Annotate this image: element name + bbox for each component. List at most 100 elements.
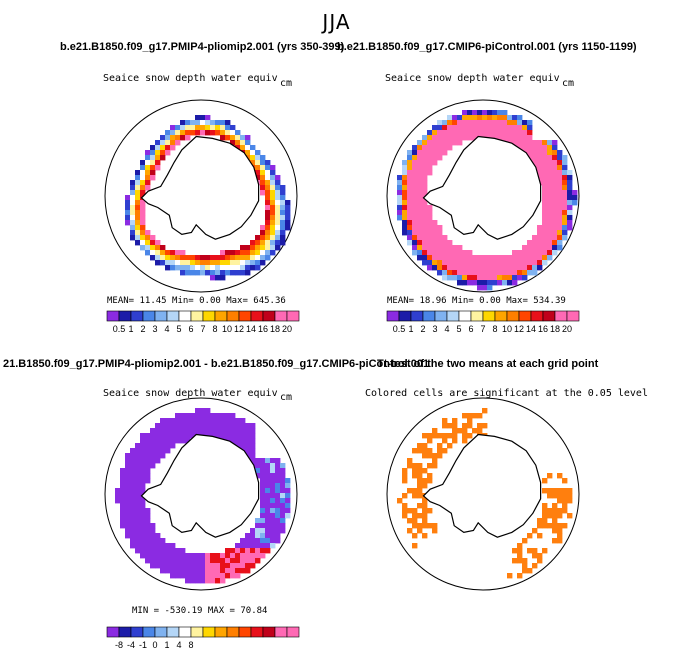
sea-ice-cell bbox=[265, 205, 271, 211]
sea-ice-cell bbox=[452, 130, 458, 136]
sea-ice-cell bbox=[260, 473, 266, 479]
sea-ice-cell bbox=[275, 210, 281, 216]
sea-ice-cell bbox=[255, 150, 261, 156]
sea-ice-cell bbox=[135, 225, 141, 231]
sea-ice-cell bbox=[215, 428, 221, 434]
sea-ice-cell bbox=[542, 230, 548, 236]
sea-ice-cell bbox=[482, 265, 488, 271]
sea-ice-cell bbox=[245, 140, 251, 146]
sea-ice-cell bbox=[422, 175, 428, 181]
sea-ice-cell bbox=[487, 285, 493, 291]
sea-ice-cell bbox=[522, 558, 528, 564]
sea-ice-cell bbox=[150, 543, 156, 549]
sea-ice-cell bbox=[442, 423, 448, 429]
sea-ice-cell bbox=[557, 523, 563, 529]
colorbar-swatch bbox=[410, 310, 424, 322]
sea-ice-cell bbox=[165, 145, 171, 151]
sea-ice-cell bbox=[130, 463, 136, 469]
sea-ice-cell bbox=[552, 538, 558, 544]
sea-ice-cell bbox=[125, 508, 131, 514]
sea-ice-cell bbox=[537, 255, 543, 261]
sea-ice-cell bbox=[437, 270, 443, 276]
sea-ice-cell bbox=[417, 185, 423, 191]
sea-ice-cell bbox=[562, 215, 568, 221]
sea-ice-cell bbox=[537, 553, 543, 559]
sea-ice-cell bbox=[417, 448, 423, 454]
sea-ice-cell bbox=[190, 130, 196, 136]
sea-ice-cell bbox=[547, 170, 553, 176]
sea-ice-cell bbox=[215, 130, 221, 136]
sea-ice-cell bbox=[412, 230, 418, 236]
panel4-title: Colored cells are significant at the 0.0… bbox=[365, 388, 648, 399]
sea-ice-cell bbox=[512, 120, 518, 126]
sea-ice-cell bbox=[265, 458, 271, 464]
sea-ice-cell bbox=[180, 558, 186, 564]
sea-ice-cell bbox=[502, 115, 508, 121]
sea-ice-cell bbox=[195, 553, 201, 559]
sea-ice-cell bbox=[432, 145, 438, 151]
sea-ice-cell bbox=[275, 225, 281, 231]
sea-ice-cell bbox=[402, 230, 408, 236]
sea-ice-cell bbox=[412, 225, 418, 231]
sea-ice-cell bbox=[547, 255, 553, 261]
sea-ice-cell bbox=[235, 423, 241, 429]
sea-ice-cell bbox=[280, 483, 286, 489]
sea-ice-cell bbox=[547, 155, 553, 161]
sea-ice-cell bbox=[265, 468, 271, 474]
sea-ice-cell bbox=[125, 533, 131, 539]
sea-ice-cell bbox=[402, 508, 408, 514]
colorbar-swatch bbox=[250, 310, 264, 322]
sea-ice-cell bbox=[205, 255, 211, 261]
sea-ice-cell bbox=[437, 130, 443, 136]
sea-ice-cell bbox=[442, 448, 448, 454]
sea-ice-cell bbox=[542, 150, 548, 156]
sea-ice-cell bbox=[572, 200, 578, 206]
sea-ice-cell bbox=[280, 463, 286, 469]
sea-ice-cell bbox=[130, 488, 136, 494]
sea-ice-cell bbox=[467, 130, 473, 136]
sea-ice-cell bbox=[140, 553, 146, 559]
sea-ice-cell bbox=[542, 240, 548, 246]
sea-ice-cell bbox=[125, 468, 131, 474]
sea-ice-cell bbox=[452, 428, 458, 434]
colorbar-tick-label: 4 bbox=[444, 324, 449, 334]
sea-ice-cell bbox=[255, 518, 261, 524]
sea-ice-cell bbox=[235, 270, 241, 276]
sea-ice-cell bbox=[280, 240, 286, 246]
sea-ice-cell bbox=[240, 428, 246, 434]
sea-ice-cell bbox=[542, 523, 548, 529]
panel2-title: Seaice snow depth water equiv bbox=[385, 73, 560, 84]
sea-ice-cell bbox=[517, 558, 523, 564]
sea-ice-cell bbox=[280, 220, 286, 226]
sea-ice-cell bbox=[180, 423, 186, 429]
sea-ice-cell bbox=[185, 438, 191, 444]
sea-ice-cell bbox=[265, 180, 271, 186]
sea-ice-cell bbox=[135, 543, 141, 549]
sea-ice-cell bbox=[442, 130, 448, 136]
sea-ice-cell bbox=[220, 558, 226, 564]
sea-ice-cell bbox=[195, 260, 201, 266]
sea-ice-cell bbox=[407, 205, 413, 211]
sea-ice-cell bbox=[165, 443, 171, 449]
sea-ice-cell bbox=[180, 130, 186, 136]
sea-ice-cell bbox=[542, 225, 548, 231]
sea-ice-cell bbox=[437, 230, 443, 236]
sea-ice-cell bbox=[165, 423, 171, 429]
sea-ice-cell bbox=[160, 150, 166, 156]
sea-ice-cell bbox=[557, 240, 563, 246]
sea-ice-cell bbox=[170, 573, 176, 579]
sea-ice-cell bbox=[265, 185, 271, 191]
sea-ice-cell bbox=[135, 483, 141, 489]
sea-ice-cell bbox=[557, 230, 563, 236]
sea-ice-cell bbox=[562, 220, 568, 226]
sea-ice-cell bbox=[472, 413, 478, 419]
sea-ice-cell bbox=[225, 573, 231, 579]
sea-ice-cell bbox=[135, 215, 141, 221]
sea-ice-cell bbox=[195, 563, 201, 569]
sea-ice-cell bbox=[275, 478, 281, 484]
colorbar-tick-label: 4 bbox=[164, 324, 169, 334]
colorbar-swatch bbox=[398, 310, 412, 322]
sea-ice-cell bbox=[275, 463, 281, 469]
sea-ice-cell bbox=[427, 255, 433, 261]
sea-ice-cell bbox=[265, 478, 271, 484]
